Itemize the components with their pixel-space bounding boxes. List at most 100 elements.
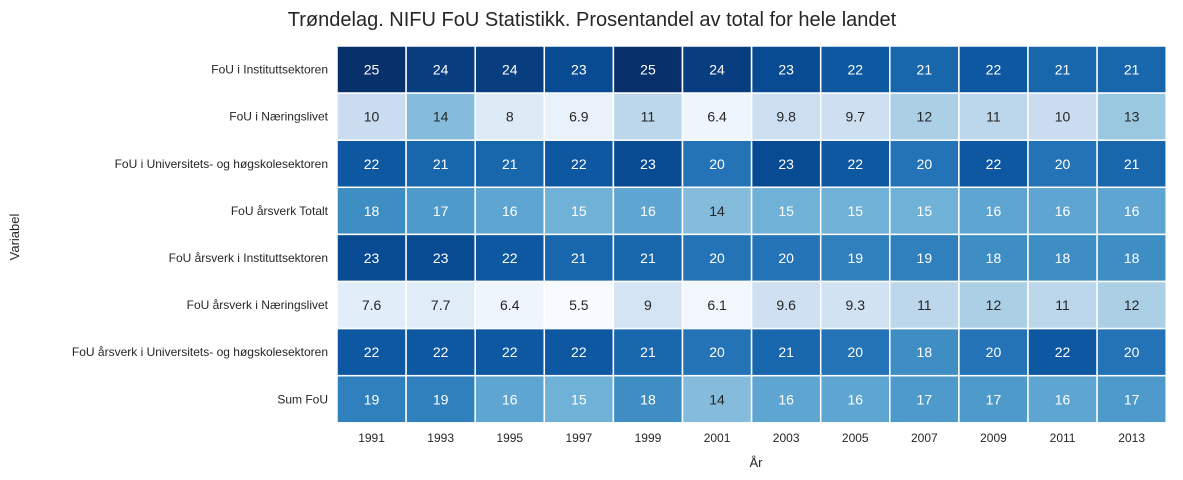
cell-value-label: 9 xyxy=(644,297,652,313)
cell-value-label: 20 xyxy=(778,250,794,266)
x-tick-label: 1995 xyxy=(496,431,523,445)
cell-value-label: 22 xyxy=(364,156,380,172)
heatmap-cell xyxy=(1027,233,1098,283)
cell-value-label: 7.6 xyxy=(362,297,382,313)
heatmap-cell xyxy=(958,327,1029,377)
heatmap-cell xyxy=(958,45,1029,94)
heatmap-cell xyxy=(336,233,407,283)
cell-value-label: 13 xyxy=(1124,109,1140,125)
cell-value-label: 22 xyxy=(1055,344,1071,360)
cell-value-label: 12 xyxy=(1124,297,1140,313)
x-tick-label: 1993 xyxy=(427,431,454,445)
cell-value-label: 19 xyxy=(847,250,863,266)
cell-value-label: 17 xyxy=(986,391,1002,407)
heatmap-cell xyxy=(681,186,753,236)
cell-value-label: 17 xyxy=(917,391,933,407)
cell-value-label: 24 xyxy=(433,62,449,78)
heatmap-cell xyxy=(889,374,960,424)
heatmap-cell xyxy=(1027,92,1098,141)
cell-value-label: 12 xyxy=(917,109,933,125)
y-tick-label: FoU i Instituttsektoren xyxy=(211,63,328,77)
heatmap-cell xyxy=(750,374,822,424)
cell-value-label: 19 xyxy=(433,391,449,407)
cell-value-label: 11 xyxy=(917,297,932,313)
cell-value-label: 16 xyxy=(847,391,863,407)
cell-value-label: 20 xyxy=(847,344,863,360)
cell-value-label: 20 xyxy=(917,156,933,172)
cell-value-label: 16 xyxy=(502,391,518,407)
heatmap-cell xyxy=(336,45,407,94)
heatmap-cell xyxy=(1096,327,1167,377)
cell-value-label: 9.7 xyxy=(846,109,866,125)
cell-value-label: 19 xyxy=(364,391,380,407)
x-tick-label: 2009 xyxy=(980,431,1007,445)
cell-value-label: 16 xyxy=(1055,391,1071,407)
heatmap-cell xyxy=(1096,374,1167,424)
heatmap-cell xyxy=(336,327,407,377)
cell-value-label: 22 xyxy=(847,156,863,172)
cell-value-label: 21 xyxy=(1055,62,1071,78)
heatmap-cell xyxy=(819,233,891,283)
cell-value-label: 20 xyxy=(709,344,725,360)
cell-value-label: 6.1 xyxy=(707,297,727,313)
heatmap-cell xyxy=(405,374,476,424)
cell-value-label: 21 xyxy=(917,62,933,78)
cell-value-label: 23 xyxy=(364,250,380,266)
heatmap-cell xyxy=(1096,139,1167,189)
heatmap-cell xyxy=(819,374,891,424)
cell-value-label: 15 xyxy=(571,203,587,219)
heatmap-cell xyxy=(474,233,546,283)
heatmap-cell xyxy=(612,139,684,189)
heatmap-cell xyxy=(681,280,753,330)
cell-value-label: 21 xyxy=(571,250,587,266)
x-tick-label: 2007 xyxy=(911,431,938,445)
heatmap-cell xyxy=(1027,327,1098,377)
heatmap-cell xyxy=(750,92,822,141)
x-tick-label: 2003 xyxy=(773,431,800,445)
cell-value-label: 22 xyxy=(986,62,1002,78)
heatmap-cell xyxy=(543,374,615,424)
cell-value-label: 24 xyxy=(502,62,518,78)
cell-value-label: 10 xyxy=(364,109,380,125)
heatmap-cell xyxy=(889,92,960,141)
heatmap-cell xyxy=(612,327,684,377)
y-tick-label: FoU årsverk i Instituttsektoren xyxy=(169,251,328,265)
heatmap-cell xyxy=(336,186,407,236)
cell-value-label: 22 xyxy=(364,344,380,360)
heatmap-cell xyxy=(750,139,822,189)
cell-value-label: 23 xyxy=(640,156,656,172)
heatmap-cell xyxy=(543,327,615,377)
heatmap-cell xyxy=(681,233,753,283)
cell-value-label: 18 xyxy=(1055,250,1071,266)
cell-value-label: 18 xyxy=(364,203,380,219)
heatmap-cell xyxy=(612,92,684,141)
y-tick-label: FoU årsverk i Universitets- og høgskoles… xyxy=(72,345,328,359)
cell-value-label: 21 xyxy=(1124,156,1140,172)
cell-value-label: 22 xyxy=(571,156,587,172)
cell-value-label: 6.4 xyxy=(707,109,727,125)
cell-value-label: 22 xyxy=(571,344,587,360)
cell-value-label: 23 xyxy=(433,250,449,266)
cell-value-label: 6.4 xyxy=(500,297,520,313)
heatmap-cell xyxy=(819,92,891,141)
heatmap-cell xyxy=(958,92,1029,141)
x-tick-label: 2011 xyxy=(1050,431,1076,445)
heatmap-cell xyxy=(750,233,822,283)
cell-value-label: 21 xyxy=(502,156,518,172)
cell-value-label: 20 xyxy=(986,344,1002,360)
cell-value-label: 21 xyxy=(1124,62,1140,78)
cell-value-label: 20 xyxy=(1055,156,1071,172)
y-tick-label: Sum FoU xyxy=(277,392,328,406)
y-axis-label: Variabel xyxy=(7,214,22,261)
cell-value-label: 16 xyxy=(1055,203,1071,219)
x-tick-label: 1999 xyxy=(635,431,662,445)
heatmap-cell xyxy=(474,139,546,189)
cell-value-label: 22 xyxy=(502,250,518,266)
cell-value-label: 15 xyxy=(778,203,794,219)
cell-value-label: 23 xyxy=(778,62,794,78)
heatmap-cell xyxy=(1096,45,1167,94)
heatmap-cell xyxy=(1096,92,1167,141)
x-tick-label: 2001 xyxy=(704,431,731,445)
x-tick-label: 1997 xyxy=(565,431,592,445)
heatmap-cell xyxy=(889,327,960,377)
